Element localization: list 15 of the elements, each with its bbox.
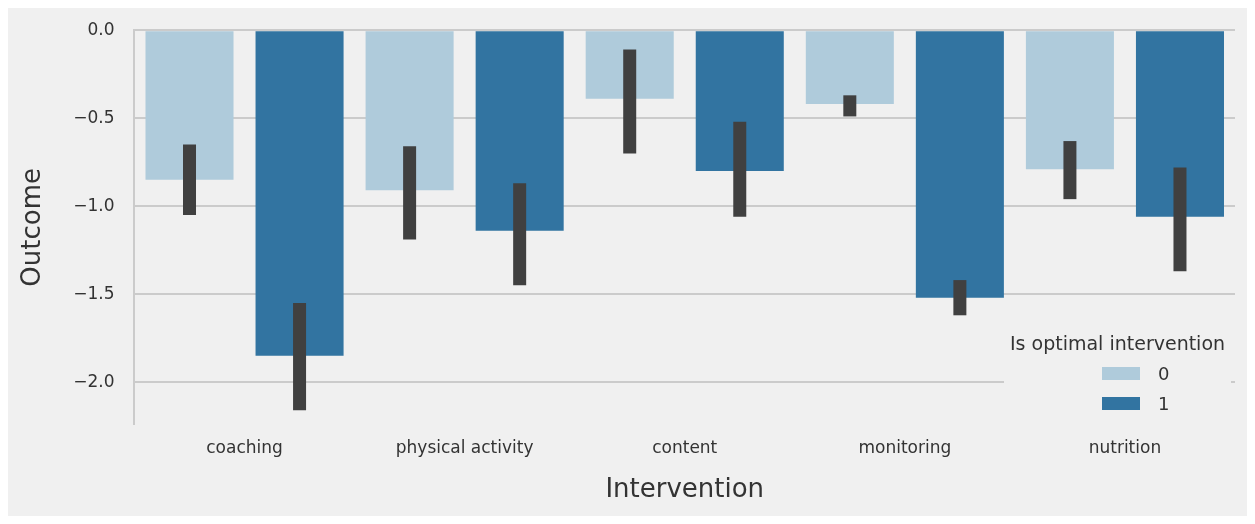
x-axis-title: Intervention: [605, 473, 765, 504]
y-tick-label: −0.5: [73, 106, 115, 127]
x-tick-label: physical activity: [395, 437, 534, 458]
y-tick-label: 0.0: [87, 18, 115, 39]
legend-label: 0: [1158, 362, 1170, 384]
y-tick-label: −1.0: [73, 194, 115, 215]
y-tick-label: −2.0: [73, 370, 115, 391]
legend-label: 1: [1158, 392, 1170, 414]
y-axis-title: Outcome: [16, 167, 47, 287]
x-tick-label: coaching: [206, 437, 283, 458]
y-tick-label: −1.5: [73, 282, 115, 303]
legend-title: Is optimal intervention: [1010, 332, 1226, 355]
x-tick-label: nutrition: [1088, 437, 1162, 458]
x-tick-label: content: [652, 437, 718, 458]
x-tick-label: monitoring: [858, 437, 952, 458]
